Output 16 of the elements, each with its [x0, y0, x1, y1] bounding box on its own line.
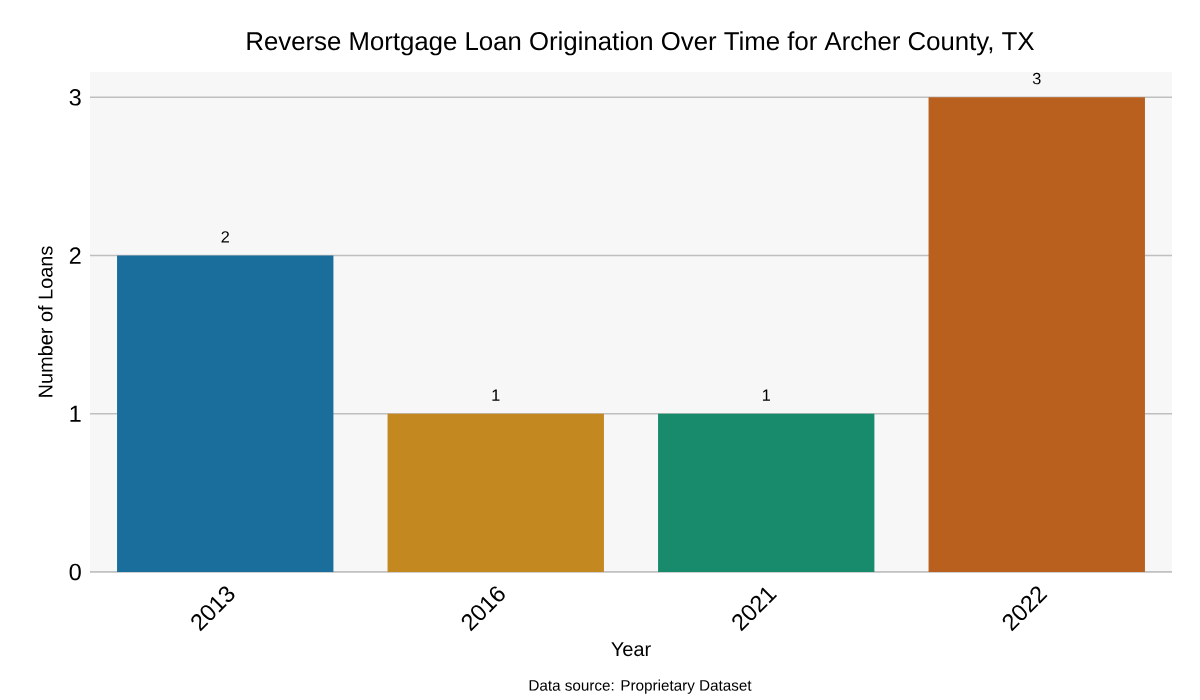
data-label: 3: [1032, 72, 1041, 85]
bar: [387, 413, 604, 572]
data-label: 1: [492, 389, 500, 401]
bar: [658, 413, 875, 572]
y-tick-label: 3: [69, 89, 81, 106]
y-tick-label: 2: [69, 247, 81, 264]
data-label: 2: [221, 231, 229, 243]
source-note: Data source: Proprietary Dataset: [529, 679, 752, 694]
bar: [928, 97, 1145, 572]
x-axis-title: Year: [611, 642, 651, 657]
y-tick-label: 1: [70, 405, 81, 422]
bar: [117, 255, 334, 572]
data-label: 1: [762, 389, 770, 401]
y-tick-label: 0: [69, 563, 81, 581]
y-axis-title: Number of Loans: [37, 246, 53, 397]
chart-title: Reverse Mortgage Loan Origination Over Time for Archer County, TX: [247, 31, 1034, 56]
